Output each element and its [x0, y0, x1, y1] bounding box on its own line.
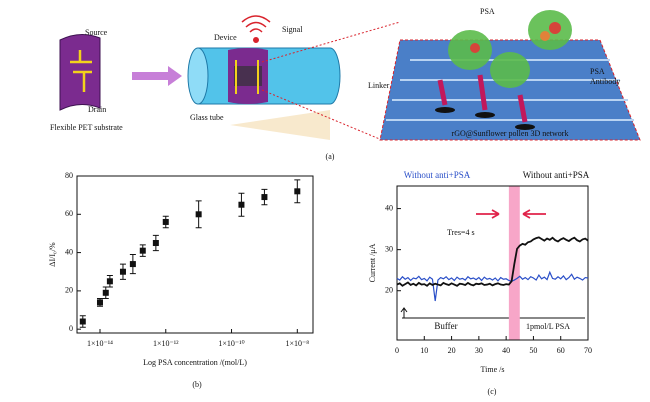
point: [119, 268, 126, 275]
annotation-shapes: [400, 209, 585, 319]
glass-tube: [197, 47, 341, 105]
x-tick-label: 10: [420, 346, 428, 355]
label: Linker: [368, 81, 390, 90]
y-tick-label: 60: [65, 209, 73, 218]
y-tick-label: 30: [385, 244, 393, 253]
x-tick-label: 50: [529, 346, 537, 355]
annotation: Tres=4 s: [447, 228, 475, 237]
point: [261, 194, 268, 201]
x-tick-label: 20: [448, 346, 456, 355]
caption: (a): [326, 152, 335, 161]
label: Drain: [88, 105, 106, 114]
proteins: [435, 10, 572, 130]
electrodes: [70, 50, 92, 92]
y-axis-label: ΔI/I₀/%: [48, 242, 57, 267]
x-tick-label: 1×10⁻¹²: [153, 339, 179, 348]
network: [379, 39, 641, 141]
diagram: Source Drain Flexible PET substrate Devi…: [50, 7, 641, 161]
y-tick-label: 40: [65, 247, 73, 256]
point: [129, 261, 136, 268]
electrodes: [235, 60, 259, 94]
y-tick-label: 0: [69, 324, 73, 333]
point: [96, 299, 103, 306]
line: [396, 270, 589, 302]
label: Glass tube: [190, 113, 224, 122]
arrow: [400, 307, 518, 318]
point: [195, 211, 202, 218]
sensor: [234, 66, 262, 86]
y-tick-label: 40: [385, 203, 393, 212]
plot-frame: [76, 175, 314, 334]
signal-waves: [241, 15, 271, 33]
caption: (c): [488, 387, 497, 396]
x-axis-label: Time /s: [481, 365, 505, 374]
x-tick-label: 60: [557, 346, 565, 355]
label: Device: [214, 33, 237, 42]
tube-end: [187, 47, 209, 105]
point: [102, 289, 109, 296]
arrow: [522, 209, 546, 219]
line: [396, 236, 589, 287]
arrow: [132, 66, 182, 86]
point: [294, 188, 301, 195]
point: [152, 240, 159, 247]
shadow: [230, 110, 330, 140]
y-tick-label: 20: [65, 286, 73, 295]
label: Source: [85, 28, 108, 37]
x-tick-label: 1×10⁻¹⁰: [218, 339, 244, 348]
point: [79, 318, 86, 325]
plot-frame: [396, 185, 589, 341]
annotation: Buffer: [434, 321, 457, 331]
x-tick-label: 70: [584, 346, 592, 355]
x-tick-label: 0: [395, 346, 399, 355]
y-axis-label: Current /μA: [368, 243, 377, 282]
signal-dot: [253, 37, 259, 43]
arrow: [476, 209, 500, 219]
x-tick-label: 40: [502, 346, 510, 355]
x-axis-label: Log PSA concentration /(mol/L): [143, 358, 247, 367]
point: [238, 201, 245, 208]
y-tick-label: 80: [65, 171, 73, 180]
legend-label: Without anti+PSA: [404, 170, 471, 180]
label: Flexible PET substrate: [50, 123, 123, 132]
point: [106, 278, 113, 285]
x-tick-label: 1×10⁻¹⁴: [87, 339, 113, 348]
label: PSA: [590, 67, 605, 76]
label: Signal: [282, 25, 303, 34]
zoom-lines: [261, 21, 401, 141]
label: Antibody: [590, 77, 620, 86]
x-tick-label: 30: [475, 346, 483, 355]
label: PSA: [480, 7, 495, 16]
y-tick-label: 20: [385, 286, 393, 295]
legend-label: Without anti+PSA: [523, 170, 590, 180]
x-tick-label: 1×10⁻⁸: [286, 339, 310, 348]
annotation: 1pmol/L PSA: [526, 322, 570, 331]
label: rGO@Sunflower pollen 3D network: [452, 129, 569, 138]
point: [139, 247, 146, 254]
caption: (b): [192, 380, 202, 389]
point: [162, 218, 169, 225]
